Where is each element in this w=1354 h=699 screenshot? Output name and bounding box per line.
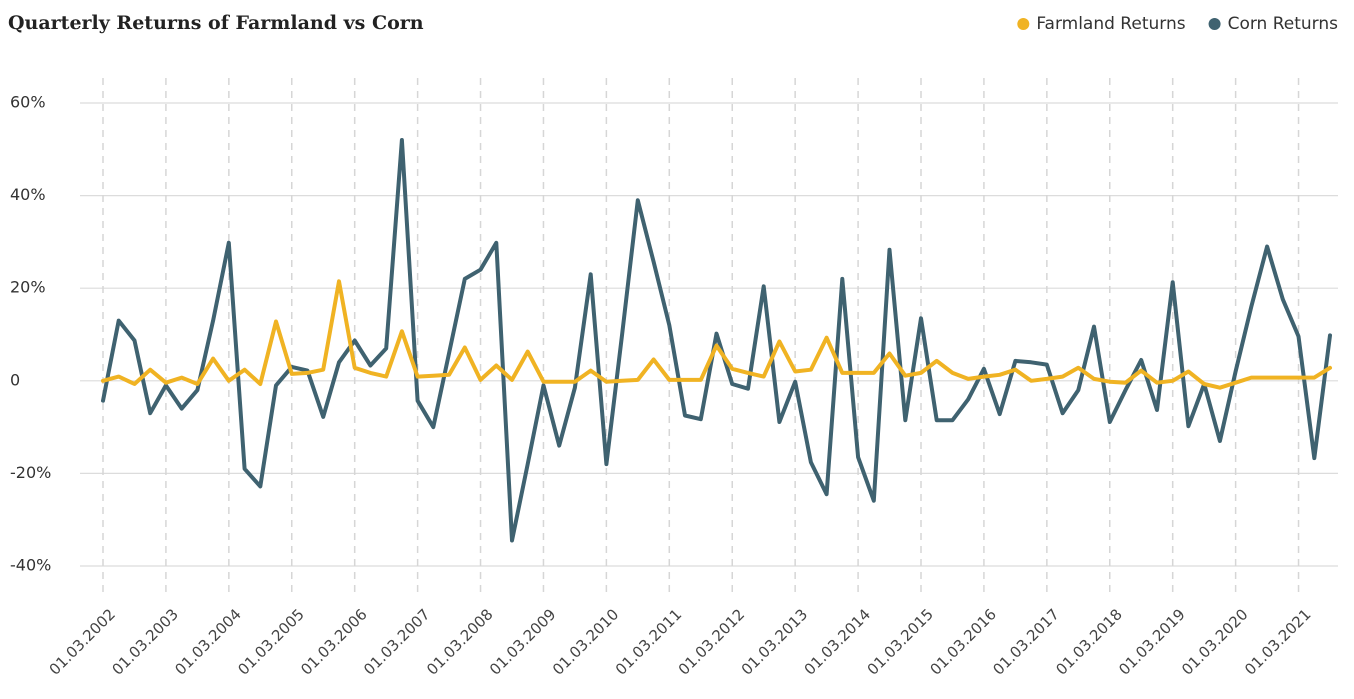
series-line: [101, 279, 1332, 390]
x-tick-label: 01.03.2017: [989, 605, 1062, 678]
y-tick-label: 40%: [10, 185, 46, 204]
legend-label: Corn Returns: [1228, 14, 1339, 34]
x-tick-label: 01.03.2010: [549, 605, 622, 678]
legend-swatch: [1208, 18, 1221, 30]
x-tick-label: 01.03.2016: [926, 605, 999, 678]
x-tick-label: 01.03.2014: [801, 605, 874, 678]
legend-label: Farmland Returns: [1036, 14, 1185, 34]
y-tick-label: -40%: [10, 556, 51, 575]
x-tick-label: 01.03.2003: [108, 605, 181, 678]
x-tick-label: 01.03.2012: [675, 605, 748, 678]
series-line: [101, 138, 1332, 543]
x-tick-label: 01.03.2006: [297, 605, 370, 678]
x-tick-label: 01.03.2005: [234, 605, 307, 678]
x-tick-label: 01.03.2011: [612, 605, 685, 678]
chart-title: Quarterly Returns of Farmland vs Corn: [8, 12, 424, 34]
x-tick-label: 01.03.2002: [46, 605, 119, 678]
legend: Corn Returns Farmland Returns: [1017, 14, 1338, 34]
x-tick-label: 01.03.2019: [1115, 605, 1188, 678]
x-tick-label: 01.03.2020: [1178, 605, 1251, 678]
y-tick-label: 20%: [10, 278, 46, 297]
x-tick-label: 01.03.2008: [423, 605, 496, 678]
y-tick-label: 0: [10, 370, 20, 389]
x-tick-label: 01.03.2013: [738, 605, 811, 678]
x-tick-label: 01.03.2007: [360, 605, 433, 678]
legend-swatch: [1017, 18, 1030, 30]
x-tick-label: 01.03.2021: [1241, 605, 1314, 678]
x-tick-label: 01.03.2009: [486, 605, 559, 678]
y-tick-label: -20%: [10, 463, 51, 482]
x-tick-label: 01.03.2018: [1052, 605, 1125, 678]
y-tick-label: 60%: [10, 93, 46, 112]
x-tick-label: 01.03.2015: [864, 605, 937, 678]
x-tick-label: 01.03.2004: [171, 605, 244, 678]
